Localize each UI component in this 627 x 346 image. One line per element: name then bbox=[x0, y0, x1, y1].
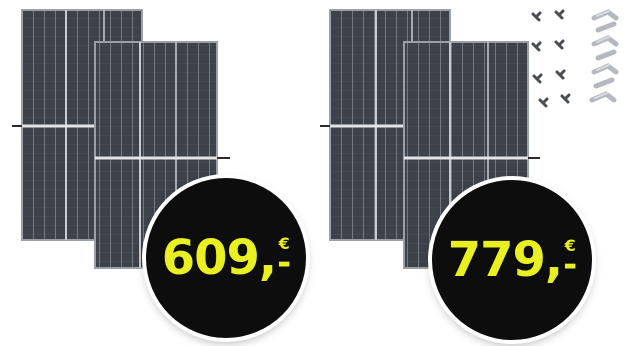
currency-symbol: € bbox=[564, 236, 576, 255]
price-offer-2: 779, € - bbox=[447, 232, 578, 288]
price-amount: 609, bbox=[161, 230, 277, 286]
price-amount: 779, bbox=[447, 232, 563, 288]
mounting-kit-icon bbox=[531, 9, 619, 108]
price-suffix: € - bbox=[277, 234, 291, 283]
currency-symbol: € bbox=[278, 234, 290, 253]
price-offer-1: 609, € - bbox=[161, 230, 292, 286]
price-badge-offer-1: 609, € - bbox=[146, 178, 306, 338]
price-dash: - bbox=[563, 245, 577, 285]
price-dash: - bbox=[277, 243, 291, 283]
price-suffix: € - bbox=[563, 236, 577, 285]
price-badge-offer-2: 779, € - bbox=[432, 180, 592, 340]
